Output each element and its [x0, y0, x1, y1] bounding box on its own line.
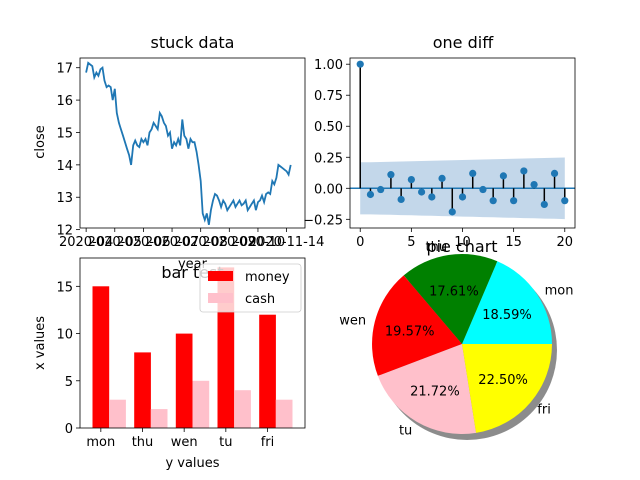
- line-chart-stuck-data: stuck data close year 1213141516172020-0…: [33, 33, 324, 272]
- stem-marker: [356, 60, 364, 68]
- x-tick-label: 2020-06: [116, 235, 170, 250]
- y-tick-label: 0.25: [314, 151, 343, 166]
- x-tick-label: tu: [219, 435, 232, 450]
- x-tick-label: 2020-05: [88, 235, 142, 250]
- stem-marker: [438, 174, 446, 182]
- pie-category-label: thu: [426, 240, 448, 255]
- pie-value-label: 19.57%: [385, 325, 435, 340]
- legend-swatch-money: [208, 271, 233, 281]
- bar-cash-thu: [150, 409, 168, 428]
- pie-slice-wen: [372, 275, 462, 376]
- x-tick-label: 2020-10: [231, 235, 285, 250]
- bar-money-mon: [92, 286, 110, 428]
- pie-chart: pie chart 18.59% mon 17.61% thu 19.57% wen 21.…: [339, 237, 573, 440]
- y-tick-label: 14: [56, 159, 73, 174]
- stem-marker: [530, 180, 538, 189]
- y-tick-label: 15: [56, 126, 73, 141]
- pie-value-label: 22.50%: [478, 373, 528, 388]
- stem-marker: [458, 193, 467, 201]
- x-tick-label: 2020-08: [174, 235, 228, 250]
- stem-marker: [407, 176, 415, 184]
- stem-marker: [377, 185, 385, 194]
- pie-value-label: 17.61%: [429, 285, 479, 300]
- y-tick-label: 0.50: [314, 120, 343, 135]
- bar-cash-wen: [192, 380, 210, 428]
- y-tick-label: 12: [56, 224, 73, 239]
- x-tick-label: 10: [454, 235, 471, 250]
- y-tick-label: 0.00: [314, 182, 343, 197]
- bar-cash-fri: [275, 399, 293, 428]
- pie-category-label: wen: [339, 313, 366, 328]
- stem-marker: [510, 197, 518, 205]
- bar-chart-xlabel: y values: [165, 456, 219, 471]
- x-tick-label: 2020-09: [202, 235, 256, 250]
- stem-marker: [397, 195, 405, 204]
- pie-slice-fri: [462, 344, 552, 433]
- pie-value-label: 18.59%: [482, 308, 532, 323]
- pie-value-label: 21.72%: [410, 385, 460, 400]
- x-tick-label: mon: [86, 435, 115, 450]
- stem-marker: [417, 188, 426, 196]
- stem-chart-title: one diff: [433, 33, 494, 52]
- y-tick-label: −0.25: [303, 213, 343, 228]
- pie-category-label: tu: [399, 424, 412, 439]
- bar-money-fri: [259, 314, 276, 428]
- stem-marker: [469, 169, 477, 178]
- stem-marker: [448, 208, 456, 216]
- y-tick-label: 13: [56, 191, 73, 206]
- bar-cash-mon: [109, 399, 126, 428]
- stem-marker: [499, 172, 508, 180]
- x-tick-label: wen: [171, 435, 198, 450]
- y-tick-label: 16: [56, 94, 73, 109]
- x-tick-label: 2020-04: [59, 235, 113, 250]
- bar-cash-tu: [234, 390, 251, 428]
- pie-slice-thu: [403, 253, 498, 344]
- bar-chart-legend: money cash: [199, 263, 302, 313]
- x-tick-label: 0: [356, 235, 364, 250]
- y-tick-label: 0.75: [314, 89, 343, 104]
- legend-swatch-cash: [208, 293, 233, 303]
- y-tick-label: 5: [65, 375, 73, 390]
- legend-label-cash: cash: [245, 292, 275, 307]
- y-tick-label: 10: [56, 328, 73, 343]
- line-series-close: [85, 61, 292, 225]
- stem-marker: [428, 193, 436, 201]
- stem-marker: [520, 167, 528, 175]
- stem-marker: [479, 185, 487, 194]
- y-tick-label: 15: [56, 280, 73, 295]
- pie-chart-title: pie chart: [426, 237, 497, 256]
- x-tick-label: 2020-07: [145, 235, 199, 250]
- x-tick-label: fri: [261, 435, 275, 450]
- line-chart-title: stuck data: [151, 33, 235, 52]
- x-tick-label: thu: [132, 435, 154, 450]
- stem-marker: [540, 200, 548, 209]
- y-tick-label: 0: [65, 422, 73, 437]
- stem-chart-axes: [349, 57, 576, 229]
- y-tick-label: 1.00: [314, 58, 343, 73]
- stem-marker: [550, 169, 559, 178]
- x-tick-label: 5: [407, 235, 415, 250]
- stem-chart-one-diff: one diff −0.25 0.00 0.25 0.50 0.75 1.00 0 5 10 15…: [303, 33, 576, 250]
- y-tick-label: 17: [56, 62, 73, 77]
- stem-marker: [561, 197, 569, 205]
- legend-label-money: money: [245, 270, 290, 285]
- pie-slice-mon: [462, 261, 552, 344]
- stem-marker: [387, 171, 395, 179]
- bar-chart-axes: [79, 257, 306, 429]
- bar-money-thu: [134, 352, 151, 428]
- x-tick-label: 15: [505, 235, 522, 250]
- stem-marker: [366, 190, 375, 199]
- line-chart-axes: [79, 57, 306, 229]
- x-tick-label: 2020-11-14: [249, 235, 325, 250]
- line-chart-ylabel: close: [33, 125, 48, 158]
- x-tick-label: 20: [556, 235, 573, 250]
- stem-marker: [489, 197, 497, 205]
- pie-category-label: mon: [545, 283, 574, 298]
- bar-chart-ylabel: x values: [33, 316, 48, 370]
- pie-category-label: fri: [537, 402, 551, 417]
- bar-money-wen: [175, 333, 193, 428]
- pie-slice-tu: [377, 344, 477, 435]
